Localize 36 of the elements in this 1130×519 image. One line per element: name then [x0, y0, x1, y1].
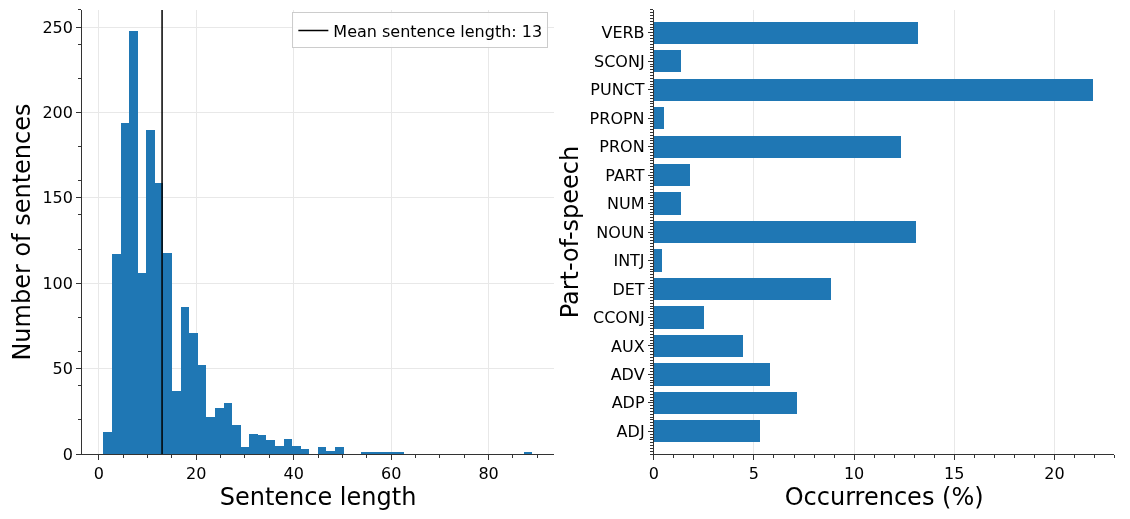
x-tick-label: 0 [93, 464, 104, 484]
y-tick-label: ADP [611, 393, 645, 413]
y-tick-label: 150 [42, 188, 73, 208]
y-tick-label: AUX [610, 336, 645, 356]
x-tick-label: 60 [380, 464, 402, 484]
x-tick-label: 80 [478, 464, 499, 484]
y-tick-label: 50 [52, 359, 73, 379]
y-tick-label: ADV [610, 364, 645, 384]
x-tick-label: 40 [283, 464, 304, 484]
x-tick-label: 5 [748, 464, 760, 484]
y-tick-label: ADJ [616, 421, 645, 441]
y-tick-label: VERB [601, 23, 645, 43]
x-tick-label: 20 [1044, 464, 1065, 484]
y-tick-label: 250 [42, 17, 73, 37]
y-tick-label: SCONJ [593, 51, 645, 71]
y-tick-label: 100 [42, 273, 73, 293]
y-tick-label: PROPN [589, 108, 645, 128]
y-tick-label: CCONJ [592, 308, 645, 328]
y-axis-title: Number of sentences [8, 103, 37, 361]
y-tick-label: NUM [607, 194, 645, 214]
y-axis-title: Part-of-speech [555, 145, 584, 319]
x-tick-label: 10 [843, 464, 865, 484]
y-tick-label: DET [612, 279, 645, 299]
x-axis-title: Sentence length [219, 483, 417, 512]
y-tick-label: PRON [599, 137, 645, 157]
x-tick-label: 20 [186, 464, 207, 484]
y-tick-label: NOUN [596, 222, 645, 242]
y-tick-label: INTJ [613, 251, 645, 271]
ref-line-label: Mean sentence length: 13 [333, 21, 543, 41]
y-tick-label: PUNCT [590, 80, 645, 100]
y-tick-label: 0 [62, 444, 73, 464]
x-tick-label: 15 [944, 464, 965, 484]
x-tick-label: 0 [648, 464, 659, 484]
y-tick-label: 200 [42, 103, 73, 123]
x-axis-title: Occurrences (%) [784, 483, 984, 512]
y-tick-label: PART [605, 165, 645, 185]
